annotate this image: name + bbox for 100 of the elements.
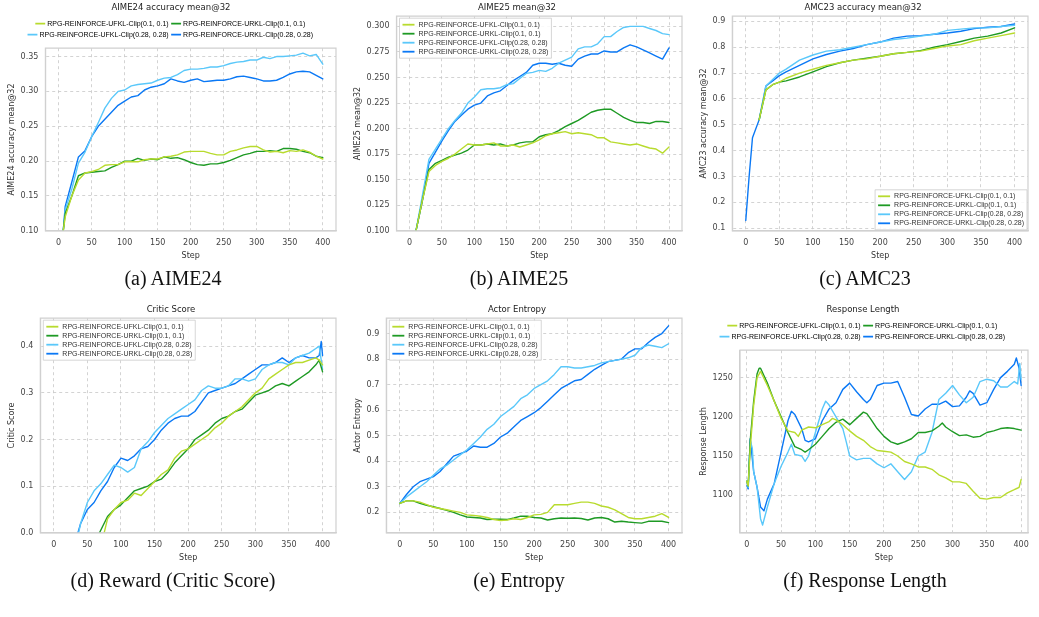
x-tick-label: 150: [150, 237, 166, 247]
x-tick-label: 100: [466, 237, 483, 247]
y-tick-label: 0.0: [20, 527, 34, 537]
y-tick-label: 0.2: [20, 434, 34, 444]
y-tick-label: 0.20: [20, 156, 39, 166]
x-tick-label: 0: [744, 539, 750, 549]
x-tick-label: 0: [51, 539, 57, 549]
y-tick-label: 0.9: [366, 328, 380, 338]
x-axis-title: Step: [525, 553, 544, 563]
x-tick-label: 50: [86, 237, 97, 247]
x-tick-label: 0: [743, 237, 749, 247]
x-tick-label: 250: [560, 539, 576, 549]
x-tick-label: 350: [979, 539, 995, 549]
x-tick-label: 250: [564, 237, 580, 247]
y-tick-label: 0.35: [20, 51, 39, 61]
x-tick-label: 200: [872, 237, 888, 247]
chart-title: Actor Entropy: [487, 304, 547, 315]
y-tick-label: 0.300: [366, 21, 390, 31]
y-tick-label: 0.9: [712, 16, 726, 26]
x-tick-label: 50: [776, 539, 787, 549]
y-axis-title: Critic Score: [6, 402, 16, 449]
x-tick-label: 400: [661, 237, 677, 247]
x-tick-label: 300: [939, 237, 955, 247]
y-tick-label: 0.4: [20, 341, 34, 351]
x-tick-label: 250: [216, 237, 232, 247]
x-tick-label: 400: [315, 237, 331, 247]
y-tick-label: 0.100: [366, 225, 390, 235]
y-tick-label: 0.250: [366, 72, 390, 82]
x-tick-label: 350: [282, 237, 298, 247]
x-tick-label: 350: [281, 539, 297, 549]
y-tick-label: 0.200: [366, 123, 390, 133]
y-tick-label: 0.4: [712, 145, 726, 155]
text: (e) Entropy: [472, 568, 566, 592]
x-tick-label: 200: [526, 539, 542, 549]
x-tick-label: 350: [973, 237, 989, 247]
y-tick-label: 0.30: [20, 86, 39, 96]
y-tick-label: 1150: [712, 451, 733, 461]
y-tick-label: 0.4: [366, 456, 380, 466]
x-tick-label: 250: [906, 237, 922, 247]
y-tick-label: 0.15: [20, 191, 39, 201]
x-tick-label: 350: [627, 539, 643, 549]
x-tick-label: 300: [944, 539, 961, 549]
x-axis-title: Step: [179, 553, 198, 563]
x-tick-label: 400: [1006, 237, 1023, 247]
y-tick-label: 0.25: [20, 121, 39, 131]
text: (a) AIME24: [123, 266, 223, 290]
chart-title: AIME25 mean@32: [478, 2, 556, 13]
x-tick-label: 400: [314, 539, 331, 549]
x-tick-label: 150: [842, 539, 858, 549]
y-tick-label: 0.8: [712, 42, 726, 52]
text: (f) Response Length: [782, 568, 948, 592]
y-tick-label: 0.6: [366, 405, 380, 415]
y-tick-label: 0.7: [712, 68, 726, 78]
y-axis-title: Response Length: [698, 407, 708, 476]
x-tick-label: 50: [436, 237, 448, 247]
x-tick-label: 100: [805, 237, 821, 247]
text: (d) Reward (Critic Score): [69, 568, 277, 592]
y-tick-label: 0.7: [366, 379, 380, 389]
x-tick-label: 200: [531, 237, 547, 247]
x-tick-label: 100: [117, 237, 133, 247]
y-tick-label: 1100: [712, 490, 733, 500]
x-tick-label: 300: [249, 237, 265, 247]
x-tick-label: 0: [56, 237, 62, 247]
y-tick-label: 0.225: [366, 98, 390, 108]
y-tick-label: 0.6: [712, 94, 726, 104]
x-tick-label: 50: [774, 237, 785, 247]
y-tick-label: 0.1: [712, 223, 726, 233]
y-axis-title: AMC23 accuracy mean@32: [698, 68, 708, 179]
y-tick-label: 0.175: [366, 149, 390, 159]
x-tick-label: 100: [807, 539, 824, 549]
x-axis-title: Step: [874, 553, 894, 563]
y-tick-label: 0.5: [366, 430, 380, 440]
x-tick-label: 150: [838, 237, 855, 247]
y-tick-label: 1250: [712, 372, 733, 382]
x-axis-title: Step: [871, 251, 890, 261]
x-tick-label: 350: [628, 237, 645, 247]
y-tick-label: 0.150: [366, 174, 390, 184]
x-tick-label: 150: [146, 539, 163, 549]
y-tick-label: 0.3: [712, 171, 726, 181]
x-tick-label: 150: [492, 539, 509, 549]
x-tick-label: 300: [593, 539, 609, 549]
x-axis-title: Step: [530, 251, 549, 261]
x-tick-label: 400: [660, 539, 677, 549]
x-tick-label: 300: [247, 539, 263, 549]
x-axis-title: Step: [181, 251, 200, 261]
y-tick-label: 0.3: [366, 481, 380, 491]
x-tick-label: 250: [910, 539, 926, 549]
y-tick-label: 0.10: [20, 225, 39, 235]
chart-title: Critic Score: [146, 304, 196, 315]
y-tick-label: 0.2: [712, 197, 726, 207]
text: (c) AMC23: [818, 266, 912, 290]
y-tick-label: 0.5: [712, 119, 726, 129]
chart-title: AIME24 accuracy mean@32: [111, 2, 231, 13]
y-axis-title: AIME25 mean@32: [352, 86, 362, 161]
text: (b) AIME25: [468, 266, 570, 290]
x-tick-label: 200: [876, 539, 892, 549]
x-tick-label: 250: [214, 539, 230, 549]
chart-title: Response Length: [826, 304, 900, 315]
x-tick-label: 0: [406, 237, 413, 247]
y-tick-label: 0.2: [366, 507, 380, 517]
